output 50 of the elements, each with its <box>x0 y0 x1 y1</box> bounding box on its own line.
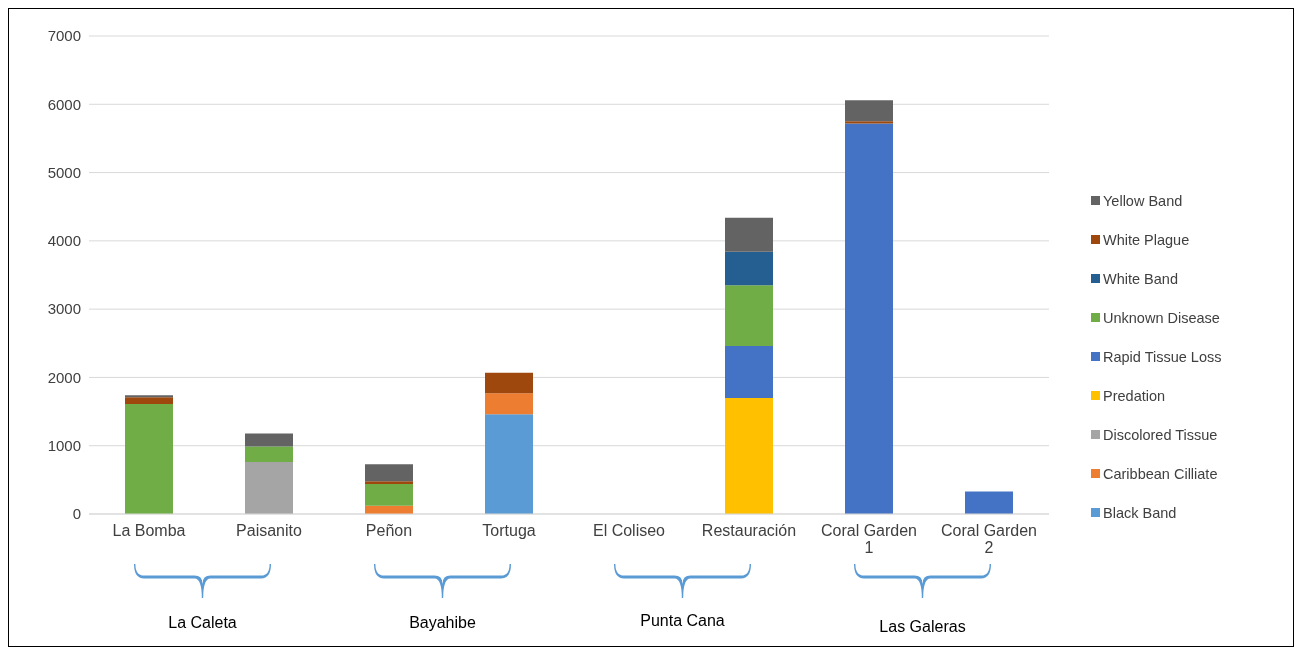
bar <box>365 483 413 506</box>
y-tick-label: 6000 <box>47 95 81 113</box>
bar <box>845 100 893 122</box>
text: Bayahibe <box>408 614 477 632</box>
bar <box>245 433 293 447</box>
x-tick-label: Coral Garden 2 <box>940 522 1038 556</box>
bar <box>485 414 533 514</box>
y-tick-label: 3000 <box>47 300 81 318</box>
legend-label: White Band <box>1103 270 1178 287</box>
bar <box>365 464 413 482</box>
legend-label: Caribbean Cilliate <box>1103 465 1218 482</box>
text: La Caleta <box>167 614 238 632</box>
bar <box>725 285 773 347</box>
bar <box>845 121 893 124</box>
bar <box>485 393 533 415</box>
legend-label: Yellow Band <box>1103 192 1183 209</box>
legend-label: Rapid Tissue Loss <box>1103 348 1222 365</box>
x-tick-label: Tortuga <box>482 522 536 539</box>
bar <box>125 404 173 514</box>
x-tick-label: Restauración <box>701 522 797 539</box>
legend-label: Predation <box>1103 387 1166 404</box>
bar <box>725 397 773 514</box>
bar <box>965 491 1013 514</box>
x-tick-label: El Coliseo <box>592 522 666 539</box>
legend-label: Unknown Disease <box>1103 309 1220 326</box>
x-tick-label: La Bomba <box>112 522 186 539</box>
legend-label: White Plague <box>1103 231 1190 248</box>
y-tick-label: 7000 <box>47 27 81 45</box>
bar <box>725 346 773 398</box>
x-tick-label: Paisanito <box>236 522 303 539</box>
x-tick-label: Coral Garden 1 <box>820 522 918 556</box>
y-tick-label: 5000 <box>47 163 81 181</box>
bar <box>845 123 893 514</box>
legend-label: Black Band <box>1103 504 1177 521</box>
y-tick-label: 1000 <box>47 437 81 455</box>
bar <box>725 217 773 252</box>
text: Las Galeras <box>878 618 967 636</box>
bar <box>245 446 293 463</box>
bar <box>125 397 173 405</box>
y-tick-label: 2000 <box>47 368 81 386</box>
bar <box>125 395 173 398</box>
y-tick-label: 4000 <box>47 232 81 250</box>
bar <box>485 372 533 394</box>
y-tick-label: 0 <box>72 505 81 523</box>
bar <box>365 481 413 484</box>
text: Punta Cana <box>639 612 726 630</box>
x-tick-label: Peñon <box>365 522 413 539</box>
bar <box>725 251 773 286</box>
legend-label: Discolored Tissue <box>1103 426 1218 443</box>
bar <box>245 462 293 514</box>
